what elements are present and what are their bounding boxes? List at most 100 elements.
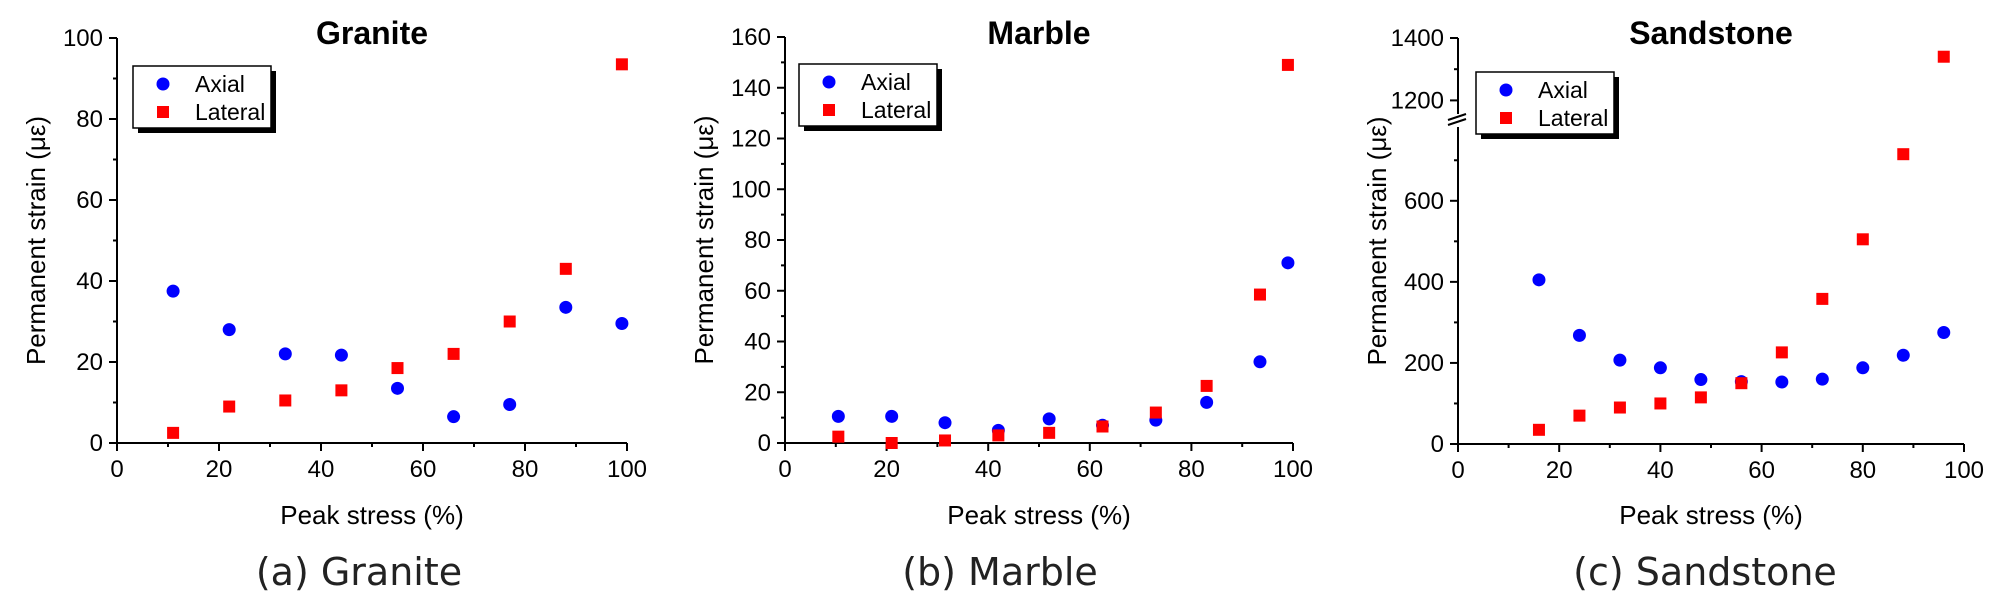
data-point-lateral — [1149, 406, 1162, 419]
y-tick-label: 0 — [90, 430, 103, 457]
data-point-axial — [1856, 361, 1870, 375]
data-point-lateral — [1096, 420, 1109, 433]
y-axis-label: Permanent strain (με) — [689, 115, 719, 364]
y-axis-label: Permanent strain (με) — [1362, 116, 1392, 365]
data-point-lateral — [1043, 426, 1056, 439]
legend-label: Lateral — [861, 97, 931, 123]
data-point-lateral — [885, 437, 898, 449]
x-tick-label: 0 — [110, 456, 123, 483]
data-point-axial — [1694, 373, 1708, 387]
data-point-axial — [1653, 361, 1667, 375]
x-axis-label: Peak stress (%) — [1619, 500, 1803, 530]
legend-marker — [822, 75, 836, 89]
data-point-lateral — [1856, 233, 1869, 246]
y-tick-label: 0 — [758, 430, 771, 457]
axis-break-mark — [1447, 113, 1467, 121]
x-tick-label: 40 — [975, 456, 1002, 483]
x-tick-label: 0 — [1451, 457, 1464, 484]
x-tick-label: 40 — [1647, 457, 1674, 484]
y-tick-label: 20 — [76, 349, 103, 376]
panel-marble: 0 20 40 60 80 100 0 20 40 60 80 100 120 140 160 Marble P… — [689, 15, 1313, 594]
panel-caption: (b) Marble — [902, 550, 1098, 594]
data-point-axial — [391, 381, 404, 395]
y-tick-label: 80 — [744, 227, 771, 254]
x-tick-label: 100 — [1273, 456, 1313, 483]
data-point-axial — [1775, 375, 1789, 389]
data-point-lateral — [1775, 346, 1788, 359]
data-point-lateral — [503, 315, 516, 328]
x-tick-label: 100 — [607, 456, 647, 483]
x-tick-label: 60 — [1076, 456, 1103, 483]
data-point-lateral — [335, 384, 348, 397]
data-point-axial — [334, 348, 348, 362]
data-point-axial — [1200, 395, 1214, 409]
data-point-lateral — [1897, 148, 1910, 161]
data-point-lateral — [1200, 379, 1213, 392]
axis-break-mark — [1447, 118, 1467, 126]
legend-label: Axial — [1538, 77, 1588, 103]
y-tick-label: 120 — [731, 126, 771, 153]
y-tick-label: 40 — [76, 268, 103, 295]
y-tick-label: 100 — [731, 176, 771, 203]
y-tick-label: 100 — [63, 25, 103, 52]
x-tick-label: 20 — [1546, 457, 1573, 484]
x-axis-label: Peak stress (%) — [280, 500, 464, 530]
y-tick-label: 400 — [1404, 269, 1444, 296]
legend-marker — [157, 106, 169, 118]
data-point-lateral — [939, 434, 952, 447]
data-point-lateral — [1816, 292, 1829, 305]
data-point-lateral — [1532, 423, 1545, 436]
data-point-axial — [1042, 412, 1056, 426]
data-point-lateral — [391, 362, 404, 375]
data-point-axial — [1937, 326, 1951, 340]
y-tick-label: 80 — [76, 106, 103, 133]
x-tick-label: 80 — [1849, 457, 1876, 484]
legend-box — [1475, 71, 1615, 135]
legend-marker — [1500, 112, 1512, 124]
data-point-axial — [278, 347, 292, 361]
y-tick-label: 600 — [1404, 188, 1444, 215]
x-tick-label: 20 — [873, 456, 900, 483]
legend-marker — [1499, 83, 1513, 97]
data-point-axial — [1815, 372, 1829, 386]
panel-caption: (a) Granite — [256, 550, 462, 594]
data-point-axial — [1253, 355, 1267, 369]
legend-label: Lateral — [195, 99, 265, 125]
y-tick-label: 140 — [731, 75, 771, 102]
legend-marker — [823, 104, 835, 116]
data-point-lateral — [992, 429, 1005, 442]
data-point-axial — [1896, 348, 1910, 362]
data-point-axial — [222, 323, 236, 337]
data-point-axial — [447, 410, 461, 424]
legend-label: Lateral — [1538, 105, 1608, 131]
data-point-axial — [1281, 256, 1295, 270]
data-point-lateral — [279, 394, 292, 407]
panel-granite: 0 20 40 60 80 100 0 20 40 60 80 100 Granite Peak stre… — [21, 15, 647, 594]
data-point-lateral — [559, 262, 572, 275]
data-point-axial — [1572, 328, 1586, 342]
y-tick-label: 1400 — [1391, 25, 1444, 52]
data-point-lateral — [167, 426, 180, 439]
chart-title: Granite — [316, 15, 428, 51]
data-point-lateral — [1573, 409, 1586, 422]
data-point-axial — [166, 284, 180, 298]
data-point-lateral — [1654, 397, 1667, 410]
y-tick-label: 1200 — [1391, 87, 1444, 114]
x-tick-label: 0 — [778, 456, 791, 483]
x-axis-label: Peak stress (%) — [947, 500, 1131, 530]
data-point-axial — [1532, 273, 1546, 287]
data-point-axial — [559, 300, 573, 314]
y-tick-label: 60 — [744, 278, 771, 305]
x-tick-label: 40 — [308, 456, 335, 483]
data-point-lateral — [1735, 377, 1748, 390]
legend-label: Axial — [861, 69, 911, 95]
x-tick-label: 80 — [1178, 456, 1205, 483]
data-point-axial — [885, 409, 899, 423]
y-tick-label: 40 — [744, 329, 771, 356]
data-point-axial — [831, 409, 845, 423]
x-tick-label: 20 — [206, 456, 233, 483]
y-tick-label: 60 — [76, 187, 103, 214]
